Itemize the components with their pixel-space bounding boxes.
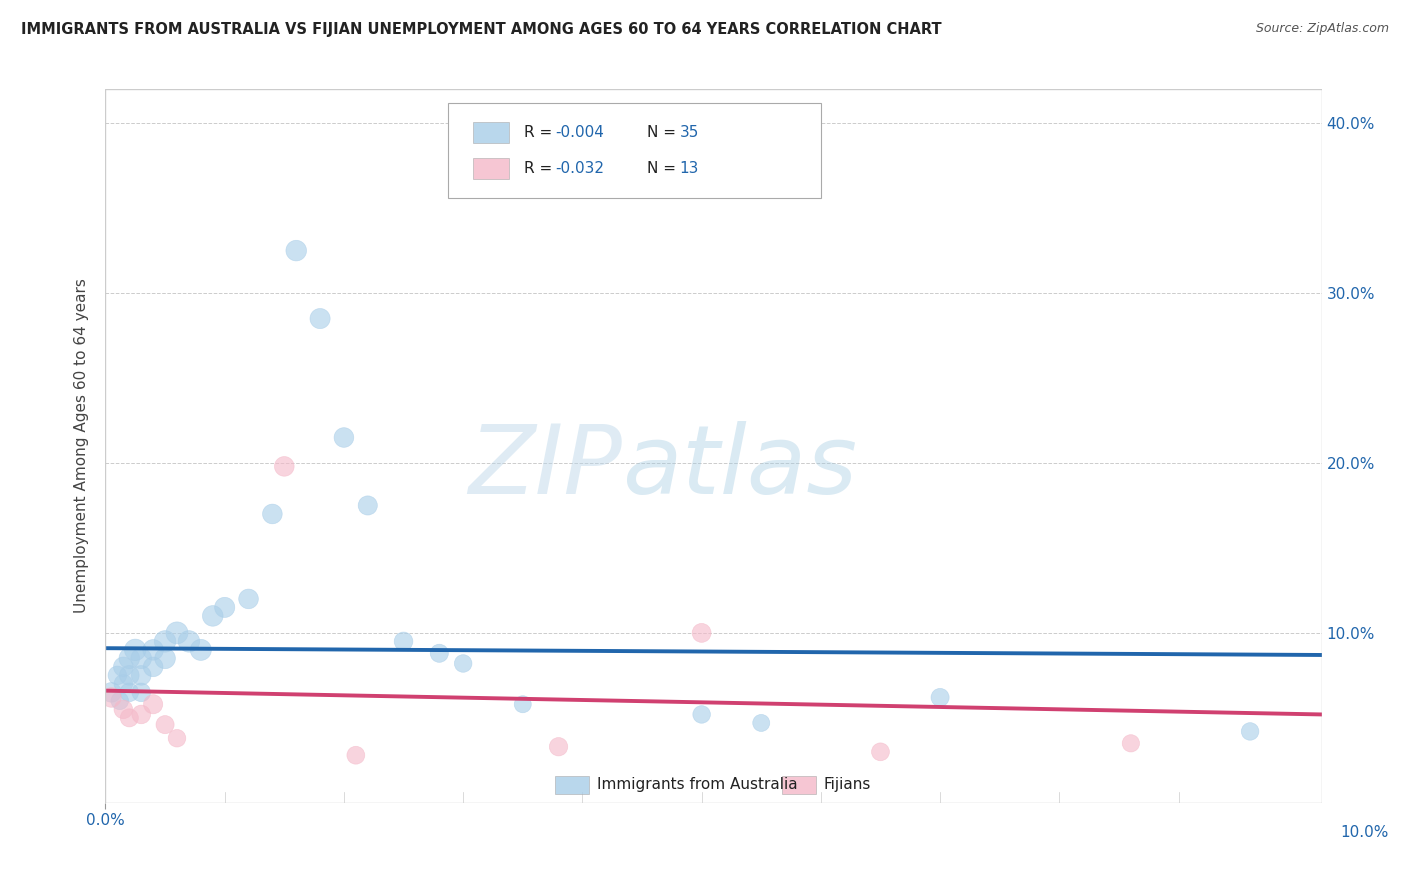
Point (690, 626, 713, 640)
Point (273, 459, 295, 474)
Text: 10.0%: 10.0% (1341, 825, 1389, 840)
Point (690, 707, 713, 722)
FancyBboxPatch shape (555, 776, 589, 794)
Point (105, 668, 128, 682)
Point (129, 685, 152, 699)
Point (238, 591, 260, 606)
Text: atlas: atlas (623, 421, 858, 514)
Point (1239, 724, 1261, 739)
Point (129, 707, 152, 722)
FancyBboxPatch shape (472, 122, 509, 144)
Text: -0.004: -0.004 (555, 125, 605, 140)
Point (190, 643, 212, 657)
Point (118, 685, 141, 699)
Point (309, 311, 332, 326)
Point (129, 651, 152, 665)
Point (357, 499, 380, 513)
Point (214, 600, 236, 615)
Y-axis label: Unemployment Among Ages 60 to 64 years: Unemployment Among Ages 60 to 64 years (75, 278, 90, 614)
Point (124, 643, 146, 657)
Point (129, 668, 152, 682)
Point (749, 715, 772, 730)
Text: ZIP: ZIP (468, 421, 623, 514)
Text: N =: N = (647, 125, 681, 140)
Point (177, 634, 200, 648)
Point (112, 660, 135, 674)
Text: 35: 35 (679, 125, 699, 140)
Point (392, 634, 415, 648)
FancyBboxPatch shape (782, 776, 815, 794)
Point (100, 685, 122, 699)
Point (153, 717, 176, 731)
Point (451, 657, 474, 671)
Point (153, 651, 176, 665)
Point (108, 694, 131, 708)
Point (142, 660, 165, 674)
Point (427, 646, 450, 660)
Point (512, 698, 534, 712)
FancyBboxPatch shape (449, 103, 821, 198)
Point (1119, 736, 1142, 750)
Text: Fijians: Fijians (823, 778, 870, 792)
Text: IMMIGRANTS FROM AUSTRALIA VS FIJIAN UNEMPLOYMENT AMONG AGES 60 TO 64 YEARS CORRE: IMMIGRANTS FROM AUSTRALIA VS FIJIAN UNEM… (21, 22, 942, 37)
Point (118, 711, 141, 725)
Point (142, 643, 165, 657)
Text: R =: R = (524, 125, 557, 140)
Text: Source: ZipAtlas.com: Source: ZipAtlas.com (1256, 22, 1389, 36)
Point (118, 651, 141, 665)
Point (547, 739, 569, 754)
Point (929, 690, 952, 705)
Point (166, 626, 188, 640)
Text: Immigrants from Australia: Immigrants from Australia (596, 778, 797, 792)
Point (285, 244, 308, 258)
Text: -0.032: -0.032 (555, 161, 605, 176)
Point (153, 634, 176, 648)
Point (869, 745, 891, 759)
Point (118, 668, 141, 682)
Point (333, 430, 356, 444)
Point (142, 698, 165, 712)
Point (201, 608, 224, 623)
Text: R =: R = (524, 161, 557, 176)
Text: N =: N = (647, 161, 681, 176)
FancyBboxPatch shape (472, 158, 509, 179)
Point (112, 677, 135, 691)
Point (112, 702, 135, 716)
Text: 13: 13 (679, 161, 699, 176)
Point (100, 690, 122, 705)
Point (344, 748, 367, 763)
Point (166, 731, 188, 746)
Point (262, 507, 284, 521)
